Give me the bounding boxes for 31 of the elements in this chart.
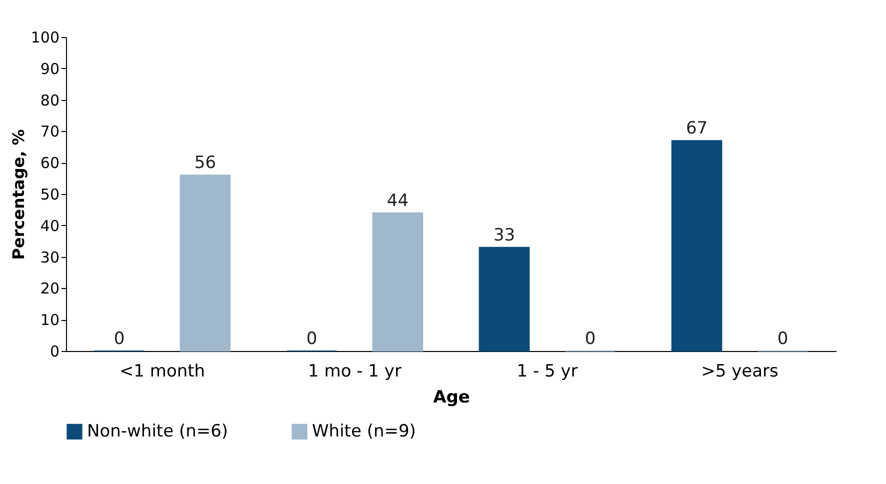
- x-tick-label: <1 month: [119, 362, 206, 382]
- bar: [180, 174, 231, 352]
- y-tick-label: 60: [40, 154, 60, 172]
- x-axis-title: Age: [433, 388, 470, 408]
- data-label: 44: [386, 190, 409, 211]
- data-label: 0: [114, 329, 125, 349]
- data-label: 0: [777, 329, 788, 349]
- legend-label: White (n=9): [312, 422, 416, 442]
- legend-label: Non-white (n=6): [87, 422, 228, 442]
- y-tick-label: 100: [30, 28, 60, 46]
- y-axis-title: Percentage, %: [8, 129, 28, 260]
- y-tick-label: 90: [40, 60, 60, 78]
- x-tick-label: 1 mo - 1 yr: [308, 362, 402, 382]
- bar: [478, 246, 530, 352]
- data-label: 0: [584, 329, 596, 349]
- y-tick-label: 20: [40, 280, 60, 298]
- data-label: 56: [194, 153, 216, 174]
- x-tick-label: 1 - 5 yr: [516, 362, 578, 382]
- y-tick-label: 50: [40, 186, 60, 204]
- data-label: 0: [306, 329, 318, 349]
- y-tick-label: 80: [40, 91, 60, 110]
- y-tick-label: 0: [50, 342, 60, 360]
- y-tick-label: 40: [40, 216, 60, 235]
- y-tick-label: 30: [40, 248, 60, 266]
- y-tick-label: 10: [40, 311, 60, 330]
- y-tick-label: 70: [40, 122, 60, 141]
- x-tick-label: >5 years: [701, 362, 779, 382]
- bar: [372, 212, 424, 352]
- data-label: 67: [686, 118, 708, 139]
- data-label: 33: [493, 225, 516, 246]
- bar: [671, 140, 722, 352]
